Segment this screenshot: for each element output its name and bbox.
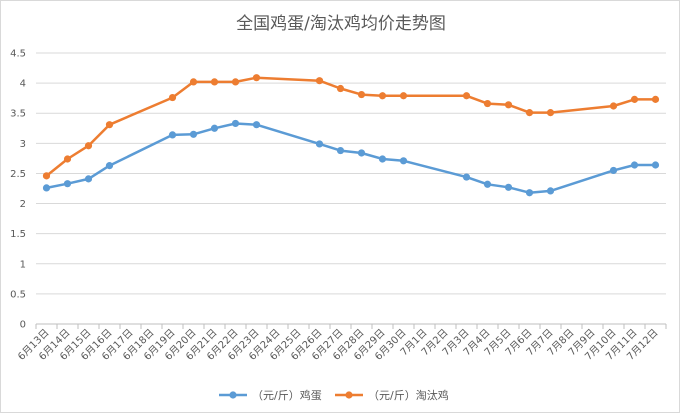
data-point [336,84,345,93]
legend-item: （元/斤）鸡蛋 [219,388,322,402]
data-point [231,78,240,86]
data-point [336,146,345,155]
data-point [483,180,492,188]
data-point [399,92,408,100]
series-line [45,76,656,177]
data-point [63,155,72,163]
data-point [84,175,93,183]
data-point [525,189,534,197]
legend-marker [345,391,353,399]
data-point [651,95,660,103]
legend: （元/斤）鸡蛋 （元/斤）淘汰鸡 [219,388,449,402]
data-point [546,187,555,195]
data-point [189,78,198,86]
data-point [378,92,387,100]
legend-label: （元/斤）鸡蛋 [252,388,322,402]
x-axis: 6月13日6月14日6月15日6月16日6月17日6月18日6月19日6月20日… [15,323,667,363]
data-point [231,119,240,128]
y-tick-label: 2.5 [10,169,26,180]
data-point [168,93,177,102]
data-point [315,140,324,148]
data-point [504,183,513,191]
series-layer [42,74,660,197]
data-point [189,130,198,138]
data-point [210,124,219,132]
y-tick-label: 4 [20,79,26,90]
y-tick-label: 3 [20,139,26,150]
data-point [357,90,366,99]
legend-label: （元/斤）淘汰鸡 [368,388,449,402]
y-tick-label: 1.5 [10,229,26,240]
data-point [42,172,51,180]
legend-item: （元/斤）淘汰鸡 [335,388,449,402]
data-point [483,99,492,108]
data-point [315,77,324,85]
y-tick-label: 2 [20,199,26,210]
y-axis: 0 0.5 1 1.5 2 2.5 3 3.5 4 4.5 [10,49,26,331]
data-point [42,184,51,192]
data-point [252,121,261,129]
series-1 [42,119,660,197]
data-point [378,155,387,163]
data-point [63,180,72,188]
y-tick-label: 3.5 [10,109,26,120]
data-point [357,149,366,157]
data-point [252,74,261,82]
data-point [546,109,555,117]
y-tick-label: 0 [20,320,26,331]
data-point [462,92,471,100]
data-point [525,109,534,117]
data-point [84,142,93,150]
data-point [609,102,618,110]
y-tick-label: 4.5 [10,49,26,60]
y-tick-label: 1 [20,259,26,270]
data-point [630,95,639,103]
data-point [504,101,513,109]
chart-title: 全国鸡蛋/淘汰鸡均价走势图 [236,14,446,34]
data-point [105,162,114,170]
data-point [609,166,618,175]
legend-marker [229,391,237,399]
series-line [46,122,656,194]
data-point [105,121,114,129]
data-point [399,157,408,165]
data-point [462,173,471,181]
data-point [168,131,177,139]
series-2 [42,74,660,180]
y-tick-label: 0.5 [10,289,26,300]
data-point [630,161,639,169]
grid [36,52,666,295]
data-point [210,78,219,86]
data-point [651,161,660,169]
